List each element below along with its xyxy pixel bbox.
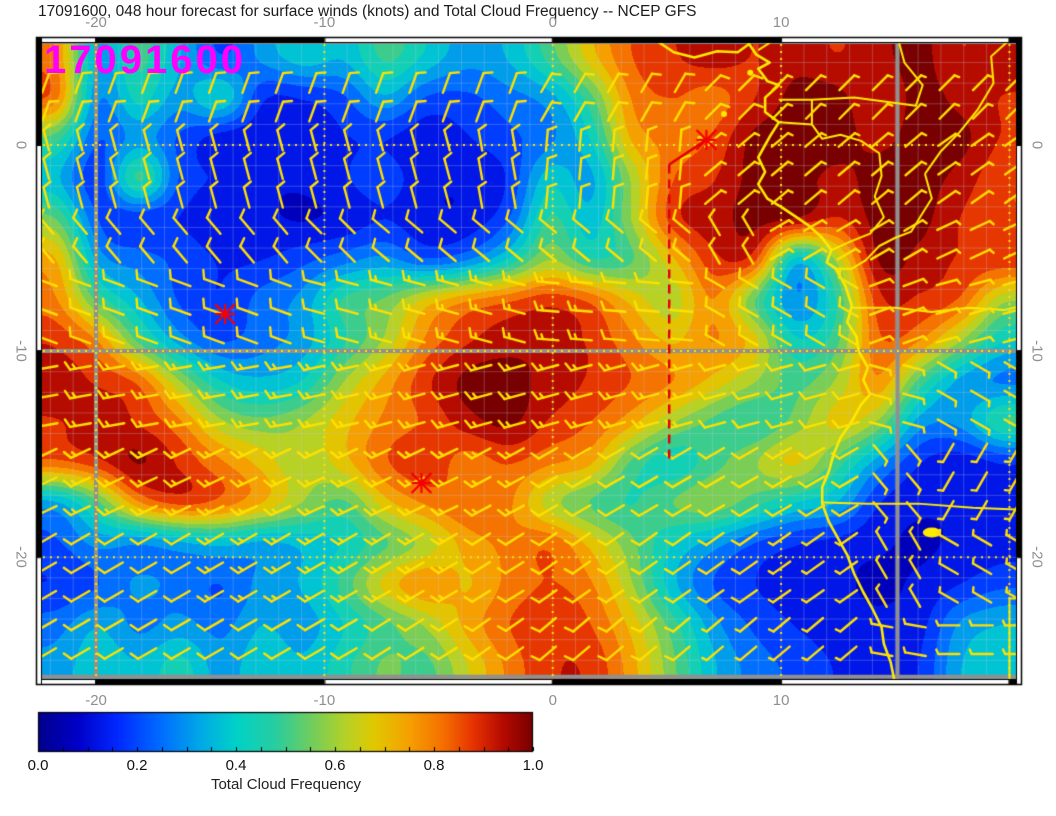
colorbar-tick-label: 0.2 [126, 757, 148, 774]
x-axis-tick-label-bottom: 0 [548, 692, 557, 709]
y-axis-tick-label-right: -10 [1028, 340, 1046, 362]
y-axis-tick-label-left: -20 [12, 546, 30, 569]
x-axis-tick-label-top: 10 [772, 14, 790, 31]
x-axis-tick-label-top: -10 [313, 14, 336, 31]
colorbar-caption: Total Cloud Frequency [210, 776, 362, 793]
x-axis-tick-label-bottom: -10 [313, 692, 336, 709]
colorbar-tick-label: 0.4 [225, 757, 247, 774]
colorbar-tick-label: 0.8 [423, 757, 445, 774]
y-axis-tick-label-left: 0 [12, 140, 30, 150]
colorbar-tick-label: 1.0 [522, 757, 544, 774]
run-timestamp: 17091600 [44, 38, 246, 82]
y-axis-tick-label-left: -10 [12, 340, 30, 362]
x-axis-tick-label-bottom: 10 [772, 692, 790, 709]
y-axis-tick-label-right: -20 [1028, 546, 1046, 569]
colorbar-tick-label: 0.0 [27, 757, 49, 774]
y-axis-tick-label-right: 0 [1028, 140, 1046, 150]
x-axis-tick-label-bottom: -20 [85, 692, 107, 709]
colorbar-tick-label: 0.6 [324, 757, 346, 774]
x-axis-tick-label-top: 0 [548, 14, 557, 31]
x-axis-tick-label-top: -20 [85, 14, 107, 31]
